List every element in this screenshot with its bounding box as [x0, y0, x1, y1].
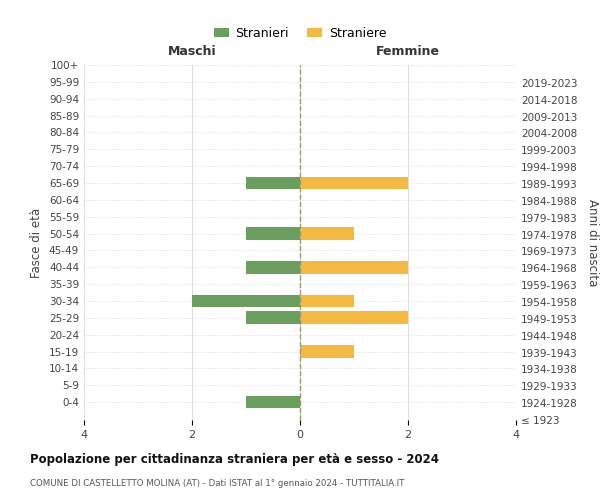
Bar	[300, 345, 354, 358]
Bar	[300, 227, 354, 240]
Bar	[246, 176, 300, 190]
Text: COMUNE DI CASTELLETTO MOLINA (AT) - Dati ISTAT al 1° gennaio 2024 - TUTTITALIA.I: COMUNE DI CASTELLETTO MOLINA (AT) - Dati…	[30, 479, 404, 488]
Y-axis label: Anni di nascita: Anni di nascita	[586, 199, 599, 286]
Legend: Stranieri, Straniere: Stranieri, Straniere	[209, 22, 391, 44]
Bar	[246, 396, 300, 408]
Y-axis label: Fasce di età: Fasce di età	[31, 208, 43, 278]
Text: Popolazione per cittadinanza straniera per età e sesso - 2024: Popolazione per cittadinanza straniera p…	[30, 452, 439, 466]
Bar	[300, 261, 408, 274]
Text: Femmine: Femmine	[376, 45, 440, 58]
Bar	[246, 227, 300, 240]
Bar	[246, 312, 300, 324]
Text: Maschi: Maschi	[167, 45, 217, 58]
Bar	[300, 294, 354, 308]
Bar	[192, 294, 300, 308]
Bar	[300, 312, 408, 324]
Bar	[300, 176, 408, 190]
Bar	[246, 261, 300, 274]
